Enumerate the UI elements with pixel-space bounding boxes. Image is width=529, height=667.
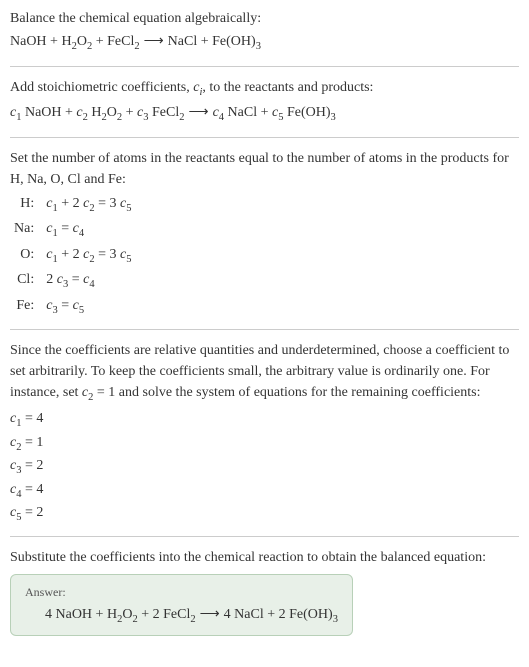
balance-equation: c1 = c4 (42, 217, 135, 243)
unbalanced-equation: NaOH + H2O2 + FeCl2⟶NaCl + Fe(OH)3 (10, 31, 519, 56)
problem-statement: Balance the chemical equation algebraica… (10, 8, 519, 29)
balance-equation: c3 = c5 (42, 294, 135, 320)
element-label: Fe: (10, 294, 42, 320)
balance-equation: c1 + 2 c2 = 3 c5 (42, 243, 135, 269)
section-problem: Balance the chemical equation algebraica… (10, 8, 519, 56)
instruction-add-coef: Add stoichiometric coefficients, ci, to … (10, 77, 519, 101)
section-add-coefficients: Add stoichiometric coefficients, ci, to … (10, 77, 519, 127)
instruction-atom-balance: Set the number of atoms in the reactants… (10, 148, 519, 190)
coefficient-value: c1 = 4 (10, 408, 519, 432)
instruction-substitute: Substitute the coefficients into the che… (10, 547, 519, 568)
element-label: O: (10, 243, 42, 269)
answer-label: Answer: (25, 585, 338, 600)
table-row: Cl:2 c3 = c4 (10, 268, 135, 294)
coefficient-value: c3 = 2 (10, 455, 519, 479)
species-h2o2: H2O2 (61, 34, 92, 49)
coefficient-value: c5 = 2 (10, 502, 519, 526)
species-naoh: NaOH (10, 34, 47, 49)
atom-balance-table: H:c1 + 2 c2 = 3 c5Na:c1 = c4O:c1 + 2 c2 … (10, 192, 135, 320)
balanced-equation: 4 NaOH + H2O2 + 2 FeCl2⟶4 NaCl + 2 Fe(OH… (25, 606, 338, 625)
element-label: Cl: (10, 268, 42, 294)
section-solve: Since the coefficients are relative quan… (10, 340, 519, 525)
element-label: H: (10, 192, 42, 218)
table-row: Na:c1 = c4 (10, 217, 135, 243)
table-row: Fe:c3 = c5 (10, 294, 135, 320)
table-row: O:c1 + 2 c2 = 3 c5 (10, 243, 135, 269)
species-fecl2: FeCl2 (107, 34, 139, 49)
section-atom-balance: Set the number of atoms in the reactants… (10, 148, 519, 320)
divider (10, 329, 519, 330)
coefficient-equation: c1 NaOH + c2 H2O2 + c3 FeCl2⟶c4 NaCl + c… (10, 102, 519, 127)
divider (10, 536, 519, 537)
species-feoh3: Fe(OH)3 (212, 34, 261, 49)
instruction-solve: Since the coefficients are relative quan… (10, 340, 519, 406)
divider (10, 137, 519, 138)
table-row: H:c1 + 2 c2 = 3 c5 (10, 192, 135, 218)
answer-box: Answer: 4 NaOH + H2O2 + 2 FeCl2⟶4 NaCl +… (10, 574, 353, 636)
section-answer: Substitute the coefficients into the che… (10, 547, 519, 636)
divider (10, 66, 519, 67)
balance-equation: 2 c3 = c4 (42, 268, 135, 294)
coefficient-value: c2 = 1 (10, 432, 519, 456)
reaction-arrow: ⟶ (140, 34, 168, 49)
coefficient-values: c1 = 4c2 = 1c3 = 2c4 = 4c5 = 2 (10, 408, 519, 526)
element-label: Na: (10, 217, 42, 243)
species-nacl: NaCl (168, 34, 198, 49)
coefficient-value: c4 = 4 (10, 479, 519, 503)
balance-equation: c1 + 2 c2 = 3 c5 (42, 192, 135, 218)
